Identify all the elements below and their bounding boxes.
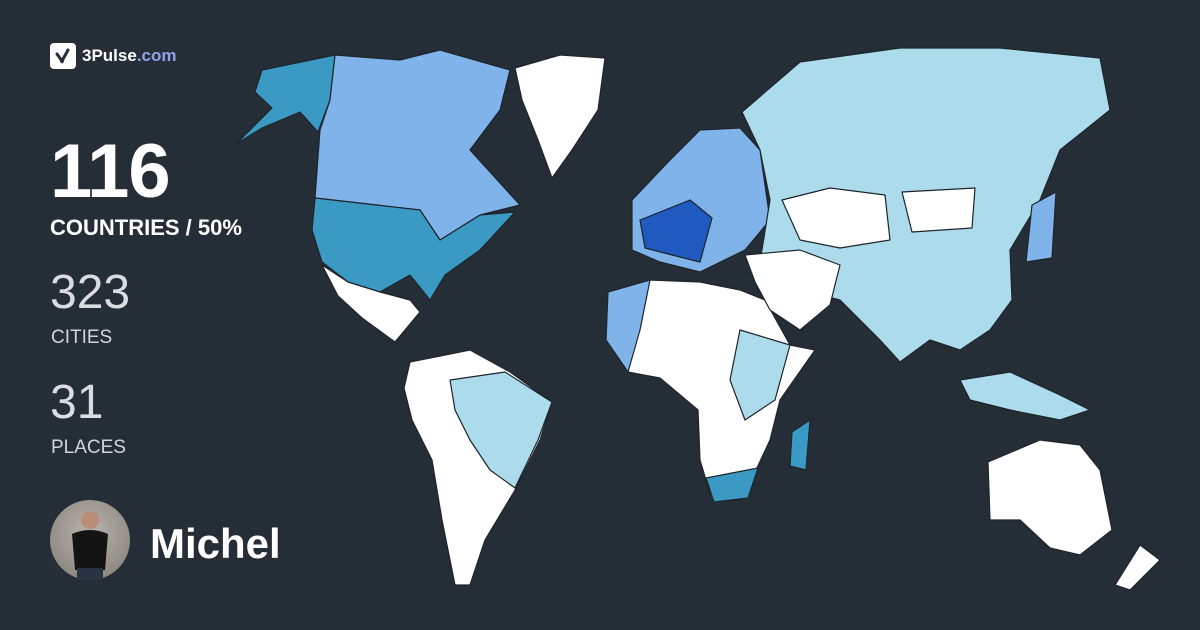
avatar xyxy=(50,500,130,580)
region-southern-africa xyxy=(705,467,759,503)
brand-logo[interactable]: 3Pulse.com xyxy=(50,43,177,69)
user-name: Michel xyxy=(150,520,281,567)
region-africa xyxy=(605,279,816,501)
places-count: 31 xyxy=(50,376,104,429)
cities-count: 323 xyxy=(50,266,131,319)
region-west-africa xyxy=(605,279,651,373)
region-usa xyxy=(311,197,516,301)
region-greenland xyxy=(514,54,606,179)
places-label: PLACES xyxy=(51,437,126,458)
region-australia xyxy=(987,439,1113,556)
brand-name: 3Pulse.com xyxy=(82,46,177,65)
countries-count: 116 xyxy=(50,129,171,214)
region-mexico xyxy=(321,264,421,343)
region-new-zealand xyxy=(1114,544,1161,591)
region-japan xyxy=(1025,191,1057,263)
region-east-africa xyxy=(729,329,791,421)
countries-label: COUNTRIES / 50% xyxy=(50,215,242,240)
region-central-asia xyxy=(781,187,891,249)
region-canada xyxy=(314,49,521,241)
region-southeast-asia xyxy=(959,371,1091,421)
region-madagascar xyxy=(789,419,811,471)
region-middle-east xyxy=(744,249,841,331)
region-brazil xyxy=(449,371,553,489)
region-mongolia xyxy=(901,187,976,233)
region-western-europe xyxy=(639,199,713,263)
checkmark-pulse-icon xyxy=(50,43,76,69)
cities-label: CITIES xyxy=(51,327,113,348)
